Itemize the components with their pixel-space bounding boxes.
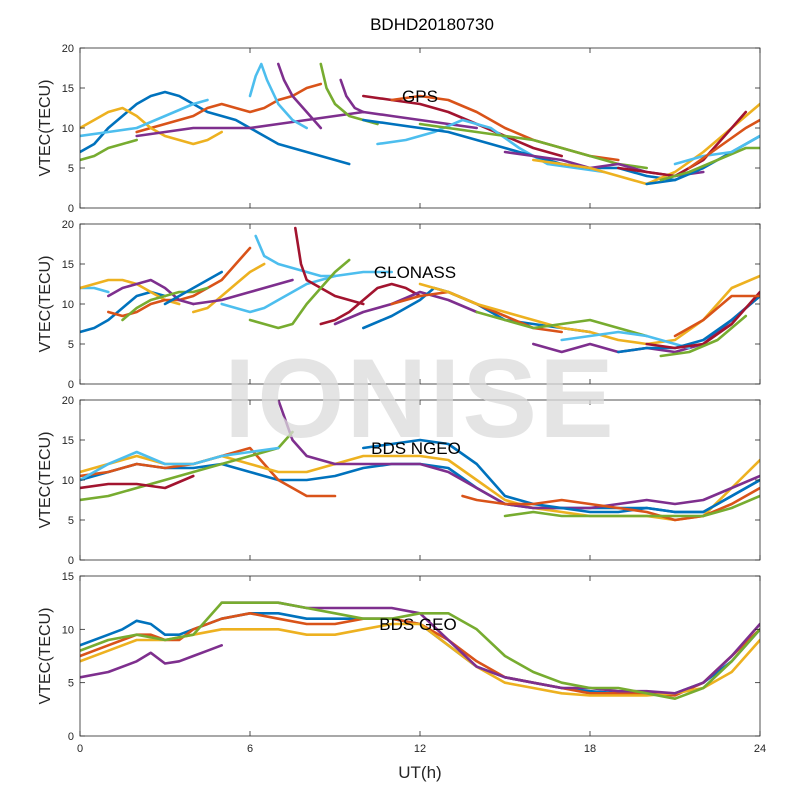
series-line <box>80 474 195 490</box>
watermark-text: IONISE <box>224 336 616 461</box>
panel-bds-geo: 0 5 10 15 0 6 12 18 24 VTEC(TECU) BDS GEO <box>37 571 766 755</box>
series-line <box>80 430 294 502</box>
series-group <box>80 62 760 186</box>
y-tick-label: 20 <box>62 395 74 407</box>
series-line <box>192 262 266 314</box>
series-line <box>135 110 478 138</box>
x-tick-label: 6 <box>247 743 253 755</box>
y-tick-label: 15 <box>62 571 74 583</box>
panel-gps: 0 5 10 15 20 VTEC(TECU) GPS <box>37 43 761 215</box>
series-line <box>376 118 606 174</box>
y-tick-label: 10 <box>62 475 74 487</box>
series-line <box>80 90 351 166</box>
series-line <box>673 294 760 338</box>
series-line <box>80 446 280 482</box>
series-line <box>617 294 760 354</box>
y-tick-label: 5 <box>68 339 74 351</box>
y-tick-label: 20 <box>62 43 74 55</box>
y-tick-label: 10 <box>62 123 74 135</box>
series-line <box>294 226 365 306</box>
plot-area <box>80 400 760 560</box>
panel-glonass: 0 5 10 15 20 VTEC(TECU) GLONASS <box>37 219 761 391</box>
y-tick-label: 0 <box>68 203 74 215</box>
y-tick-label: 20 <box>62 219 74 231</box>
y-tick-label: 0 <box>68 379 74 391</box>
y-tick-label: 10 <box>62 299 74 311</box>
series-line <box>80 278 181 306</box>
y-tick-label: 10 <box>62 624 74 636</box>
y-axis-label: VTEC(TECU) <box>37 256 54 353</box>
series-line <box>659 314 748 358</box>
series-line <box>333 290 478 326</box>
y-axis-label: VTEC(TECU) <box>37 432 54 529</box>
x-axis-label: UT(h) <box>398 763 441 782</box>
series-line <box>80 138 138 162</box>
series-line <box>277 62 323 130</box>
series-line <box>107 278 195 306</box>
panels-layer: 0 5 10 15 20 VTEC(TECU) GPS 0 5 10 15 20 VTEC(TECU) G… <box>37 43 766 755</box>
y-axis-label: VTEC(TECU) <box>37 80 54 177</box>
y-tick-label: 5 <box>68 678 74 690</box>
series-line <box>135 82 323 134</box>
panel-bds-ngeo: 0 5 10 15 20 VTEC(TECU) BDS NGEO <box>37 395 761 567</box>
series-line <box>503 494 760 518</box>
chart-title: BDHD20180730 <box>370 15 494 34</box>
series-line <box>645 290 760 350</box>
series-line <box>339 78 365 114</box>
series-line <box>673 134 760 166</box>
y-tick-label: 0 <box>68 731 74 743</box>
series-group <box>80 226 760 358</box>
series-line <box>418 122 648 170</box>
y-tick-label: 0 <box>68 555 74 567</box>
panel-label-bds-geo: BDS GEO <box>379 615 456 634</box>
panel-label-glonass: GLONASS <box>374 263 456 282</box>
series-line <box>80 106 223 146</box>
series-line <box>220 270 393 314</box>
x-tick-label: 12 <box>414 743 426 755</box>
series-line <box>254 234 337 278</box>
y-tick-label: 5 <box>68 515 74 527</box>
series-line <box>121 286 209 322</box>
y-axis-label: VTEC(TECU) <box>37 608 54 705</box>
panel-label-gps: GPS <box>402 87 438 106</box>
y-tick-label: 5 <box>68 163 74 175</box>
series-line <box>319 282 422 326</box>
series-line <box>80 98 209 138</box>
plot-area <box>80 576 760 736</box>
series-group <box>80 601 760 700</box>
series-group <box>80 400 760 522</box>
x-tick-label: 18 <box>584 743 596 755</box>
series-line <box>362 438 760 514</box>
series-line <box>659 146 760 182</box>
series-line <box>248 258 351 330</box>
series-line <box>687 118 760 170</box>
y-tick-label: 15 <box>62 435 74 447</box>
y-tick-label: 15 <box>62 83 74 95</box>
panel-label-bds-ngeo: BDS NGEO <box>371 439 461 458</box>
series-line <box>475 310 648 338</box>
series-line <box>248 62 308 130</box>
series-line <box>362 94 563 158</box>
series-line <box>192 278 294 306</box>
x-tick-label: 0 <box>77 743 83 755</box>
series-line <box>560 330 691 350</box>
y-tick-label: 15 <box>62 259 74 271</box>
series-line <box>163 270 223 306</box>
x-tick-label: 24 <box>754 743 766 755</box>
series-line <box>80 601 760 700</box>
series-line <box>80 644 223 679</box>
